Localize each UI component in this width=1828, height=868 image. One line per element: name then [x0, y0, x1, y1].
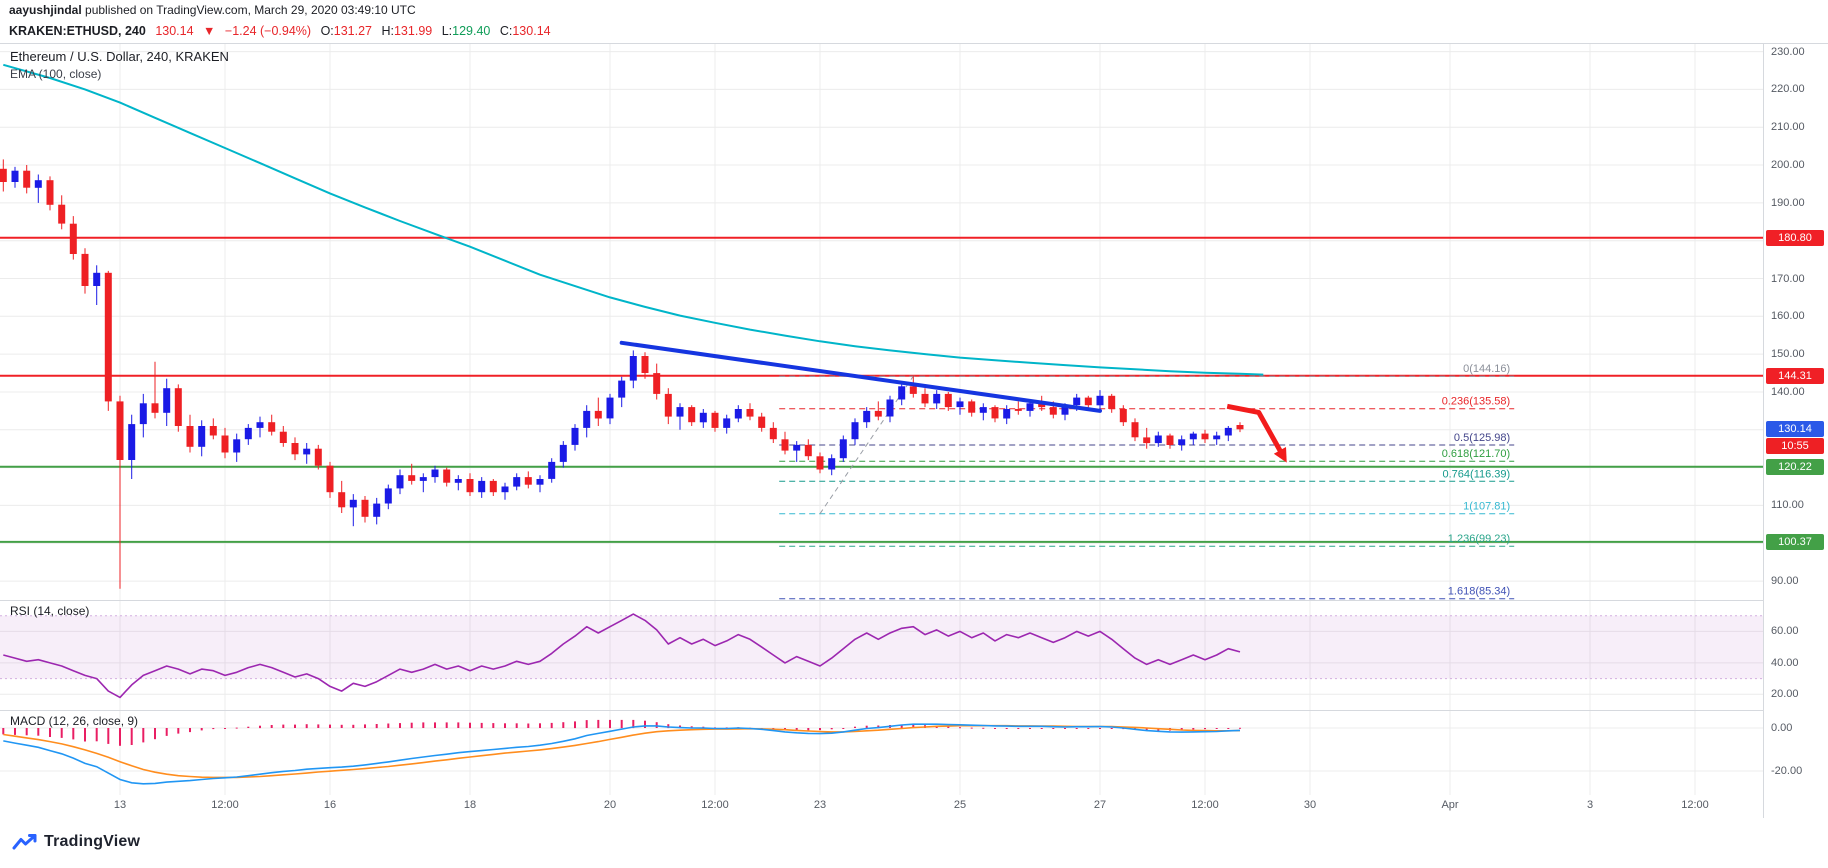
time-axis-label: 23 [813, 799, 827, 811]
macd-histogram [2, 719, 1241, 746]
axis-tick: 60.00 [1771, 625, 1799, 638]
axis-tick: 40.00 [1771, 656, 1799, 669]
chart-legend-title: Ethereum / U.S. Dollar, 240, KRAKEN [10, 49, 229, 64]
axis-tick: 110.00 [1771, 499, 1804, 512]
tradingview-logo-icon[interactable] [12, 834, 38, 852]
price-label: 180.80 [1766, 229, 1824, 246]
axis-tick: 200.00 [1771, 159, 1805, 171]
ema-line [3, 63, 1264, 376]
axis-tick: -20.00 [1771, 765, 1803, 777]
svg-text:1.236(99.23): 1.236(99.23) [1448, 533, 1510, 545]
time-axis-label: 12:00 [701, 799, 729, 811]
time-axis[interactable]: 13 12:00 16 18 20 12:00 23 25 27 12:00 30 Apr 3 12:00 [0, 795, 1763, 818]
author-name: aayushjindal [9, 3, 82, 17]
axis-tick: 230.00 [1771, 45, 1805, 58]
rsi-line [3, 613, 1241, 699]
price-axis[interactable]: 230.00 220.00 210.00 200.00 190.00 170.00 160.… [1764, 44, 1828, 818]
low-value: 129.40 [452, 24, 491, 38]
axis-tick: 140.00 [1771, 386, 1805, 398]
open-pair: O:131.27 [321, 24, 372, 38]
close-pair: C:130.14 [500, 24, 551, 38]
macd-signal-line [3, 724, 1241, 779]
rsi-legend: RSI (14, close) [10, 604, 90, 618]
axis-tick: 190.00 [1771, 196, 1805, 209]
chart-top-border [0, 43, 1828, 44]
svg-text:0.236(135.58): 0.236(135.58) [1442, 396, 1511, 408]
price-label: 120.22 [1766, 458, 1824, 475]
high-label: H: [381, 24, 394, 38]
axis-tick: 90.00 [1771, 575, 1799, 588]
close-value: 130.14 [512, 24, 551, 38]
time-axis-label: 18 [463, 799, 477, 811]
svg-text:0(144.16): 0(144.16) [1463, 363, 1510, 375]
macd-legend: MACD (12, 26, close, 9) [10, 714, 139, 728]
arrow-annotation [1226, 403, 1287, 463]
time-axis-label: 12:00 [211, 799, 239, 811]
time-axis-label: 13 [113, 799, 127, 811]
time-axis-label: 3 [1586, 799, 1594, 811]
axis-tick: 20.00 [1771, 688, 1799, 701]
ema-legend: EMA (100, close) [10, 67, 102, 81]
macd-line [3, 723, 1241, 785]
time-axis-label: 12:00 [1681, 799, 1709, 811]
low-label: L: [441, 24, 453, 38]
attribution-text: published on TradingView.com, March 29, … [81, 3, 416, 17]
axis-tick: 0.00 [1771, 722, 1793, 734]
svg-text:0.764(116.39): 0.764(116.39) [1443, 468, 1511, 480]
pane-separator[interactable] [0, 600, 1828, 601]
macd-pane-svg[interactable] [0, 710, 1763, 795]
trend-line[interactable] [619, 340, 1102, 413]
attribution-bar: aayushjindal published on TradingView.co… [0, 0, 416, 20]
axis-tick: 220.00 [1771, 83, 1805, 96]
time-axis-label: 27 [1093, 799, 1107, 811]
svg-text:0.618(121.70): 0.618(121.70) [1442, 448, 1511, 460]
time-axis-label: 12:00 [1191, 799, 1219, 811]
price-label: 100.37 [1766, 533, 1824, 550]
price-label: 130.14 [1766, 421, 1824, 438]
svg-text:1(107.81): 1(107.81) [1463, 501, 1510, 513]
axis-tick: 210.00 [1771, 121, 1805, 134]
price-axis-border [1763, 43, 1764, 818]
close-label: C: [499, 24, 513, 38]
footer: TradingView [0, 818, 1828, 868]
time-axis-label: 30 [1303, 799, 1317, 811]
time-axis-label: 16 [323, 799, 337, 811]
fib-retracement: 0(144.16) 0.236(135.58) 0.5(125.98) 0.618(1… [779, 363, 1515, 600]
price-pane-svg[interactable]: 0(144.16) 0.236(135.58) 0.5(125.98) 0.618(1… [0, 44, 1763, 600]
open-label: O: [320, 24, 334, 38]
axis-tick: 150.00 [1771, 348, 1805, 361]
low-pair: L:129.40 [442, 24, 491, 38]
down-arrow-icon: ▼ [203, 24, 216, 38]
axis-tick: 160.00 [1771, 310, 1805, 323]
price-change: −1.24 (−0.94%) [224, 24, 312, 38]
price-label: 144.31 [1766, 367, 1824, 384]
axis-tick: 170.00 [1771, 272, 1805, 285]
level-lines [0, 236, 1763, 543]
candlestick-series [0, 159, 1244, 589]
high-pair: H:131.99 [381, 24, 432, 38]
rsi-band [0, 615, 1763, 679]
price-label: 10:55 [1766, 438, 1824, 455]
high-value: 131.99 [393, 24, 433, 38]
time-axis-label: Apr [1441, 799, 1459, 811]
pane-separator[interactable] [0, 710, 1828, 711]
symbol-name: KRAKEN:ETHUSD, 240 [9, 24, 146, 38]
svg-text:0.5(125.98): 0.5(125.98) [1454, 432, 1510, 444]
svg-text:1.618(85.34): 1.618(85.34) [1448, 586, 1510, 598]
time-axis-label: 20 [603, 799, 617, 811]
time-axis-label: 25 [953, 799, 967, 811]
rsi-pane-svg[interactable] [0, 600, 1763, 710]
symbol-info-bar: KRAKEN:ETHUSD, 240 130.14 ▼ −1.24 (−0.94… [0, 20, 557, 43]
last-price: 130.14 [155, 24, 194, 38]
open-value: 131.27 [333, 24, 372, 38]
tradingview-brand[interactable]: TradingView [44, 833, 141, 850]
